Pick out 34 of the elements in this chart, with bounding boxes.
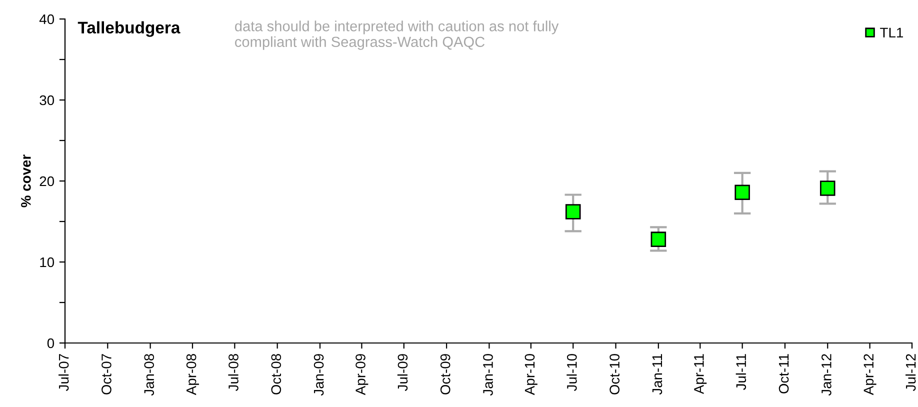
x-tick-label: Apr-11	[694, 354, 707, 394]
x-tick-label: Jul-11	[736, 354, 746, 390]
y-tick-label: 20	[40, 176, 54, 186]
x-tick-label: Jan-11	[652, 354, 662, 395]
x-tick-label: Jul-07	[58, 354, 69, 392]
x-tick-label: Jan-12	[822, 354, 832, 396]
x-tick-label: Jul-12	[906, 354, 916, 392]
x-tick-label: Jul-10	[566, 354, 577, 392]
y-tick-label: 10	[40, 257, 54, 268]
x-tick-label: Apr-12	[864, 354, 876, 396]
legend-label: TL1	[880, 28, 903, 38]
point	[565, 204, 581, 220]
point	[820, 180, 836, 196]
y-tick-label: 40	[39, 14, 54, 24]
x-tick-label: Oct-10	[610, 354, 620, 394]
annotation: data should be interpreted with caution as not fully compliant with Seagrass-Watch QAQC	[235, 20, 559, 50]
point	[650, 232, 666, 247]
y-axis-title: % cover	[21, 154, 31, 208]
x-tick-label: Oct-07	[102, 354, 112, 394]
x-tick-label: Jul-09	[397, 354, 408, 392]
x-tick-label: Jan-10	[483, 354, 493, 396]
x-tick-label: Apr-09	[356, 354, 368, 396]
chart-title: Tallebudgera	[78, 21, 180, 37]
x-tick-label: Apr-08	[186, 354, 199, 396]
x-tick-label: Jul-08	[228, 354, 238, 392]
x-tick-label: Jan-08	[144, 354, 154, 396]
point	[734, 184, 750, 200]
x-tick-label: Oct-11	[778, 354, 789, 394]
y-tick-label: 30	[40, 95, 54, 106]
x-tick-label: Oct-09	[440, 354, 450, 394]
x-tick-label: Oct-08	[271, 354, 282, 394]
x-tick-label: Apr-10	[524, 354, 538, 396]
y-tick-label: 0	[47, 338, 54, 348]
x-tick-label: Jan-09	[314, 354, 324, 396]
